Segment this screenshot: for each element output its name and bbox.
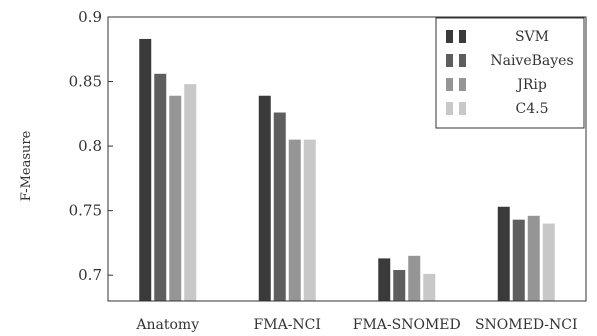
- legend-label: C4.5: [516, 101, 549, 117]
- bar-svm-anatomy: [139, 38, 152, 301]
- legend-swatch: [459, 102, 466, 115]
- bar-c4-5-snomed-nci: [542, 223, 555, 301]
- legend-swatch: [446, 78, 453, 91]
- bar-jrip-fma-snomed: [408, 255, 421, 301]
- legend-swatch: [459, 78, 466, 91]
- bar-naivebayes-snomed-nci: [512, 219, 525, 301]
- legend-box: [435, 17, 585, 129]
- y-axis-title: F-Measure: [19, 130, 34, 201]
- axes: [107, 16, 587, 302]
- legend-label: JRip: [515, 77, 547, 93]
- bar-naivebayes-anatomy: [154, 73, 167, 301]
- bar-c4-5-anatomy: [184, 84, 197, 301]
- legend-swatch: [459, 30, 466, 43]
- bars: [139, 38, 555, 301]
- x-category-label: FMA-SNOMED: [353, 317, 461, 333]
- y-tick-label: 0.8: [78, 137, 102, 155]
- x-category-label: SNOMED-NCI: [475, 317, 578, 333]
- bar-jrip-fma-nci: [288, 139, 301, 301]
- plot-frame: [107, 16, 587, 302]
- bar-svm-fma-nci: [258, 95, 271, 301]
- bar-naivebayes-fma-snomed: [393, 270, 406, 301]
- bar-svm-fma-snomed: [378, 258, 391, 301]
- bar-c4-5-fma-snomed: [423, 273, 436, 301]
- legend-swatch: [459, 54, 466, 67]
- legend-swatch: [446, 102, 453, 115]
- y-tick-label: 0.75: [69, 202, 102, 220]
- bar-svm-snomed-nci: [497, 206, 510, 301]
- x-category-label: Anatomy: [135, 317, 199, 333]
- legend: SVM NaiveBayes JRip C4.5: [435, 17, 585, 129]
- legend-swatch: [446, 30, 453, 43]
- bar-jrip-snomed-nci: [527, 215, 540, 301]
- legend-label: SVM: [515, 29, 549, 45]
- x-category-label: FMA-NCI: [254, 317, 321, 333]
- x-labels: Anatomy FMA-NCI FMA-SNOMED SNOMED-NCI: [135, 317, 577, 333]
- legend-swatch: [446, 54, 453, 67]
- y-tick-label: 0.85: [69, 73, 102, 91]
- bar-naivebayes-fma-nci: [273, 112, 286, 301]
- legend-label: NaiveBayes: [490, 53, 573, 69]
- bar-c4-5-fma-nci: [303, 139, 316, 301]
- y-tick-label: 0.7: [78, 266, 102, 284]
- y-tick-label: 0.9: [78, 8, 102, 26]
- y-ticks: 0.7 0.75 0.8 0.85 0.9: [69, 8, 113, 284]
- bar-jrip-anatomy: [169, 95, 182, 301]
